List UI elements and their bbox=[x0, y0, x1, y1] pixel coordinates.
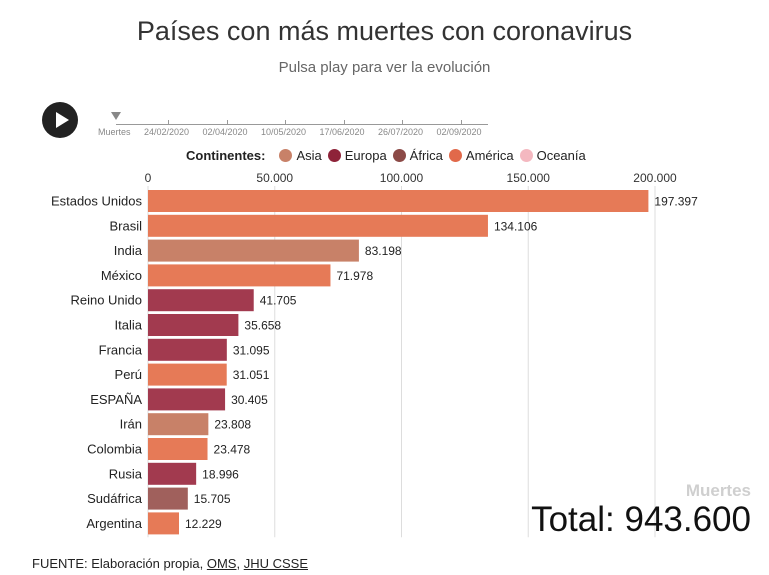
continent-legend: Continentes: Asia Europa África América Ocea… bbox=[186, 148, 592, 163]
category-label: Colombia bbox=[87, 442, 143, 457]
category-label: Irán bbox=[120, 417, 142, 432]
value-label: 31.051 bbox=[233, 368, 270, 382]
value-label: 18.996 bbox=[202, 467, 239, 481]
category-label: Sudáfrica bbox=[87, 491, 143, 506]
bar bbox=[148, 190, 649, 212]
bar bbox=[148, 388, 226, 411]
value-label: 197.397 bbox=[654, 195, 698, 209]
timeline-label: Muertes bbox=[98, 127, 131, 137]
timeline-tick bbox=[226, 120, 228, 125]
legend-title: Continentes: bbox=[186, 148, 266, 163]
legend-item[interactable]: África bbox=[392, 148, 443, 163]
legend-label: África bbox=[409, 148, 443, 163]
bar bbox=[148, 264, 331, 287]
bar bbox=[148, 512, 180, 535]
timeline-tick bbox=[343, 120, 345, 125]
page-subtitle: Pulsa play para ver la evolución bbox=[278, 59, 491, 76]
bar bbox=[148, 214, 488, 237]
timeline-tick bbox=[168, 120, 169, 125]
value-label: 23.478 bbox=[214, 443, 251, 457]
source-footer: FUENTE: Elaboración propia, OMS, JHU CSS… bbox=[32, 556, 308, 571]
timeline-date-label: 02/09/2020 bbox=[436, 127, 482, 137]
x-tick-label: 0 bbox=[145, 171, 152, 185]
timeline-date-label: 26/07/2020 bbox=[378, 127, 424, 137]
play-button[interactable] bbox=[42, 102, 78, 138]
legend-label: Oceanía bbox=[536, 148, 586, 163]
category-label: Reino Unido bbox=[70, 293, 142, 308]
timeline-date-label: 02/04/2020 bbox=[202, 127, 248, 137]
timeline-tick bbox=[402, 120, 403, 125]
source-text: FUENTE: Elaboración propia, bbox=[32, 556, 207, 571]
category-label: México bbox=[101, 268, 142, 283]
source-link-oms[interactable]: OMS bbox=[206, 556, 237, 571]
timeline-date-label: 24/02/2020 bbox=[144, 127, 190, 137]
total-label: Muertes bbox=[685, 481, 751, 500]
legend-swatch bbox=[448, 149, 462, 162]
value-label: 41.705 bbox=[260, 294, 297, 308]
bar bbox=[148, 413, 209, 436]
timeline-date-label: 17/06/2020 bbox=[319, 127, 365, 137]
bar bbox=[148, 338, 227, 361]
category-label: Estados Unidos bbox=[51, 194, 143, 209]
page-title: Países con más muertes con coronavirus bbox=[136, 16, 633, 46]
value-label: 35.658 bbox=[244, 319, 281, 333]
legend-label: Europa bbox=[344, 148, 387, 163]
legend-swatch bbox=[519, 149, 533, 162]
category-label: Rusia bbox=[109, 466, 143, 481]
legend-swatch bbox=[392, 149, 406, 162]
value-label: 71.978 bbox=[336, 269, 373, 283]
timeline-handle[interactable] bbox=[111, 112, 121, 120]
bar bbox=[148, 487, 188, 510]
value-label: 15.705 bbox=[194, 492, 231, 506]
legend-item[interactable]: Europa bbox=[327, 148, 387, 163]
value-label: 134.106 bbox=[494, 219, 538, 233]
bar bbox=[148, 289, 254, 312]
legend-item[interactable]: Asia bbox=[279, 148, 322, 163]
category-label: Italia bbox=[115, 318, 143, 333]
timeline-slider[interactable]: Muertes 24/02/2020 02/04/2020 10/05/2020 17… bbox=[92, 110, 492, 140]
legend-label: América bbox=[465, 148, 514, 163]
bar bbox=[148, 314, 239, 336]
bar bbox=[148, 438, 208, 460]
category-label: Brasil bbox=[109, 218, 142, 233]
x-tick-label: 150.000 bbox=[507, 171, 551, 185]
value-label: 31.095 bbox=[233, 343, 270, 357]
bar bbox=[148, 239, 359, 262]
x-tick-label: 200.000 bbox=[633, 171, 677, 185]
bar bbox=[148, 363, 227, 386]
legend-item[interactable]: América bbox=[448, 148, 514, 163]
category-label: Perú bbox=[115, 367, 142, 382]
x-tick-label: 100.000 bbox=[380, 171, 424, 185]
value-label: 12.229 bbox=[185, 517, 222, 531]
bar bbox=[148, 462, 197, 485]
category-label: Argentina bbox=[86, 516, 142, 531]
legend-swatch bbox=[279, 149, 293, 162]
value-label: 23.808 bbox=[214, 418, 251, 432]
category-label: ESPAÑA bbox=[90, 392, 142, 407]
value-label: 30.405 bbox=[231, 393, 268, 407]
timeline-date-label: 10/05/2020 bbox=[261, 127, 307, 137]
timeline-tick bbox=[285, 120, 286, 125]
category-label: India bbox=[114, 243, 143, 258]
timeline-tick bbox=[460, 120, 462, 125]
bar-chart: 0 50.000 100.000 150.000 200.000 Estados Unid… bbox=[51, 171, 698, 538]
legend-item[interactable]: Oceanía bbox=[519, 148, 586, 163]
legend-label: Asia bbox=[296, 148, 322, 163]
category-label: Francia bbox=[99, 342, 143, 357]
legend-swatch bbox=[327, 149, 341, 162]
value-label: 83.198 bbox=[365, 244, 402, 258]
x-tick-label: 50.000 bbox=[256, 171, 293, 185]
total-deaths: Total: 943.600 bbox=[531, 500, 751, 539]
source-link-jhu[interactable]: JHU CSSE bbox=[243, 556, 309, 571]
timeline-track bbox=[116, 124, 488, 125]
source-separator: , bbox=[236, 556, 244, 571]
